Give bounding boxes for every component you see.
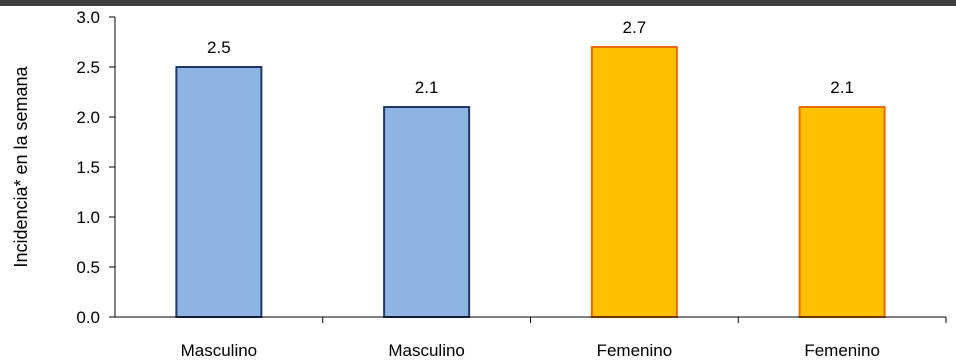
y-tick-label: 1.0 — [76, 208, 100, 227]
data-labels-group: 2.5 2.1 2.7 2.1 — [207, 18, 854, 97]
y-axis-ticks: 0.0 0.5 1.0 1.5 2.0 2.5 3.0 — [76, 8, 115, 327]
y-tick-label: 1.5 — [76, 158, 100, 177]
bars-group — [175, 46, 886, 318]
y-tick-label: 0.5 — [76, 258, 100, 277]
bar-4 — [798, 106, 886, 318]
data-label-1: 2.5 — [207, 38, 231, 57]
y-tick-label: 2.5 — [76, 58, 100, 77]
x-axis-ticks — [322, 317, 947, 323]
data-label-3: 2.7 — [623, 18, 647, 37]
y-tick-label: 2.0 — [76, 108, 100, 127]
bar-3 — [590, 46, 678, 318]
category-label-2: Masculino — [388, 341, 465, 360]
y-tick-label: 0.0 — [76, 308, 100, 327]
category-label-1: Masculino — [181, 341, 258, 360]
category-label-4: Femenino — [804, 341, 880, 360]
y-tick-label: 3.0 — [76, 8, 100, 27]
y-axis-label: Incidencia* en la semana — [11, 65, 31, 267]
category-labels-group: Masculino Masculino Femenino Femenino — [181, 341, 880, 360]
bar-1 — [175, 66, 263, 318]
data-label-4: 2.1 — [830, 78, 854, 97]
bar-2 — [383, 106, 471, 318]
data-label-2: 2.1 — [415, 78, 439, 97]
category-label-3: Femenino — [597, 341, 673, 360]
